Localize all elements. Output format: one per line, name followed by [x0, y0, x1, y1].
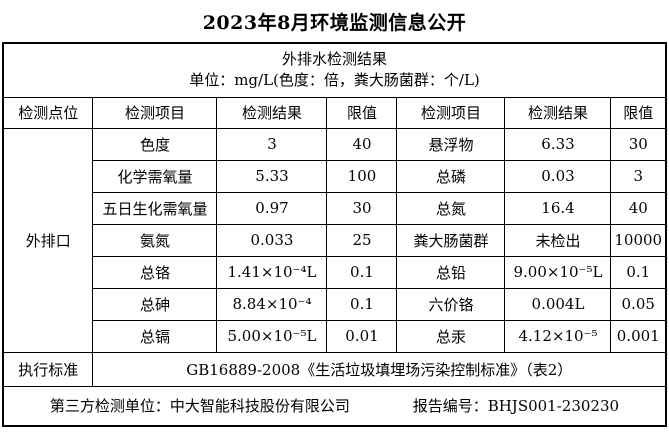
result-cell: 9.00×10⁻⁵L: [504, 255, 612, 289]
col-header-limit-right: 限值: [610, 96, 667, 129]
result-cell: 6.33: [504, 127, 612, 161]
limit-cell: 40: [326, 127, 398, 161]
table-row: 总镉 5.00×10⁻⁵L 0.01 总汞 4.12×10⁻⁵ 0.001: [3, 319, 667, 353]
table-row: 氨氮 0.033 25 粪大肠菌群 未检出 10000: [3, 223, 667, 257]
limit-cell: 100: [326, 159, 398, 193]
result-cell: 1.41×10⁻⁴L: [216, 255, 328, 289]
footer-cell: 第三方检测单位：中大智能科技股份有限公司 报告编号：BHJS001-230230: [2, 385, 667, 427]
col-header-item-left: 检测项目: [92, 96, 218, 129]
monitoring-point-cell: 外排口: [2, 127, 94, 353]
limit-cell: 40: [610, 191, 667, 225]
table-row: 五日生化需氧量 0.97 30 总氮 16.4 40: [3, 191, 667, 225]
limit-cell: 0.1: [326, 287, 398, 321]
result-cell: 5.00×10⁻⁵L: [216, 319, 328, 353]
standard-label-cell: 执行标准: [2, 351, 94, 387]
table-row: 外排口 色度 3 40 悬浮物 6.33 30: [2, 127, 667, 353]
table-row: 总砷 8.84×10⁻⁴ 0.1 六价铬 0.004L 0.05: [3, 287, 667, 321]
limit-cell: 3: [610, 159, 667, 193]
item-cell: 总镉: [92, 319, 218, 353]
col-header-result-right: 检测结果: [504, 96, 612, 129]
limit-cell: 0.01: [326, 319, 398, 353]
item-cell: 粪大肠菌群: [396, 223, 506, 257]
footer-row: 第三方检测单位：中大智能科技股份有限公司 报告编号：BHJS001-230230: [2, 385, 667, 427]
result-cell: 0.004L: [504, 287, 612, 321]
limit-cell: 30: [326, 191, 398, 225]
item-cell: 化学需氧量: [92, 159, 218, 193]
limit-cell: 10000: [610, 223, 667, 257]
standard-row: 执行标准 GB16889-2008《生活垃圾填埋场污染控制标准》（表2）: [2, 351, 667, 387]
result-cell: 16.4: [504, 191, 612, 225]
col-header-limit-left: 限值: [326, 96, 398, 129]
table-row: 化学需氧量 5.33 100 总磷 0.03 3: [3, 159, 667, 193]
col-header-item-right: 检测项目: [396, 96, 506, 129]
third-party-lab: 第三方检测单位：中大智能科技股份有限公司: [49, 397, 350, 416]
result-cell: 8.84×10⁻⁴: [216, 287, 328, 321]
section-header-cell: 外排水检测结果 单位：mg/L(色度：倍，粪大肠菌群：个/L): [2, 42, 667, 98]
monitoring-results-table: 外排水检测结果 单位：mg/L(色度：倍，粪大肠菌群：个/L) 检测点位 检测项…: [1, 42, 667, 427]
item-cell: 总氮: [396, 191, 506, 225]
report-number: 报告编号：BHJS001-230230: [412, 397, 620, 416]
item-cell: 总汞: [396, 319, 506, 353]
unit-note: 单位：mg/L(色度：倍，粪大肠菌群：个/L): [189, 71, 480, 90]
table-row: 总铬 1.41×10⁻⁴L 0.1 总铅 9.00×10⁻⁵L 0.1: [3, 255, 667, 289]
standard-value-cell: GB16889-2008《生活垃圾填埋场污染控制标准》（表2）: [92, 351, 667, 387]
column-header-row: 检测点位 检测项目 检测结果 限值 检测项目 检测结果 限值: [2, 96, 667, 129]
limit-cell: 0.001: [610, 319, 667, 353]
limit-cell: 0.1: [326, 255, 398, 289]
result-cell: 0.033: [216, 223, 328, 257]
limit-cell: 0.1: [610, 255, 667, 289]
result-cell: 0.97: [216, 191, 328, 225]
section-title: 外排水检测结果: [281, 50, 387, 69]
item-cell: 总铅: [396, 255, 506, 289]
result-cell: 5.33: [216, 159, 328, 193]
limit-cell: 25: [326, 223, 398, 257]
item-cell: 总砷: [92, 287, 218, 321]
item-cell: 五日生化需氧量: [92, 191, 218, 225]
result-cell: 3: [216, 127, 328, 161]
item-cell: 悬浮物: [396, 127, 506, 161]
result-cell: 0.03: [504, 159, 612, 193]
col-header-point: 检测点位: [2, 96, 94, 129]
item-cell: 氨氮: [92, 223, 218, 257]
item-cell: 色度: [92, 127, 218, 161]
limit-cell: 0.05: [610, 287, 667, 321]
result-cell: 未检出: [504, 223, 612, 257]
item-cell: 总铬: [92, 255, 218, 289]
table-section-header: 外排水检测结果 单位：mg/L(色度：倍，粪大肠菌群：个/L): [2, 42, 667, 98]
limit-cell: 30: [610, 127, 667, 161]
item-cell: 总磷: [396, 159, 506, 193]
page-title: 2023年8月环境监测信息公开: [202, 12, 467, 34]
col-header-result-left: 检测结果: [216, 96, 328, 129]
item-cell: 六价铬: [396, 287, 506, 321]
result-cell: 4.12×10⁻⁵: [504, 319, 612, 353]
